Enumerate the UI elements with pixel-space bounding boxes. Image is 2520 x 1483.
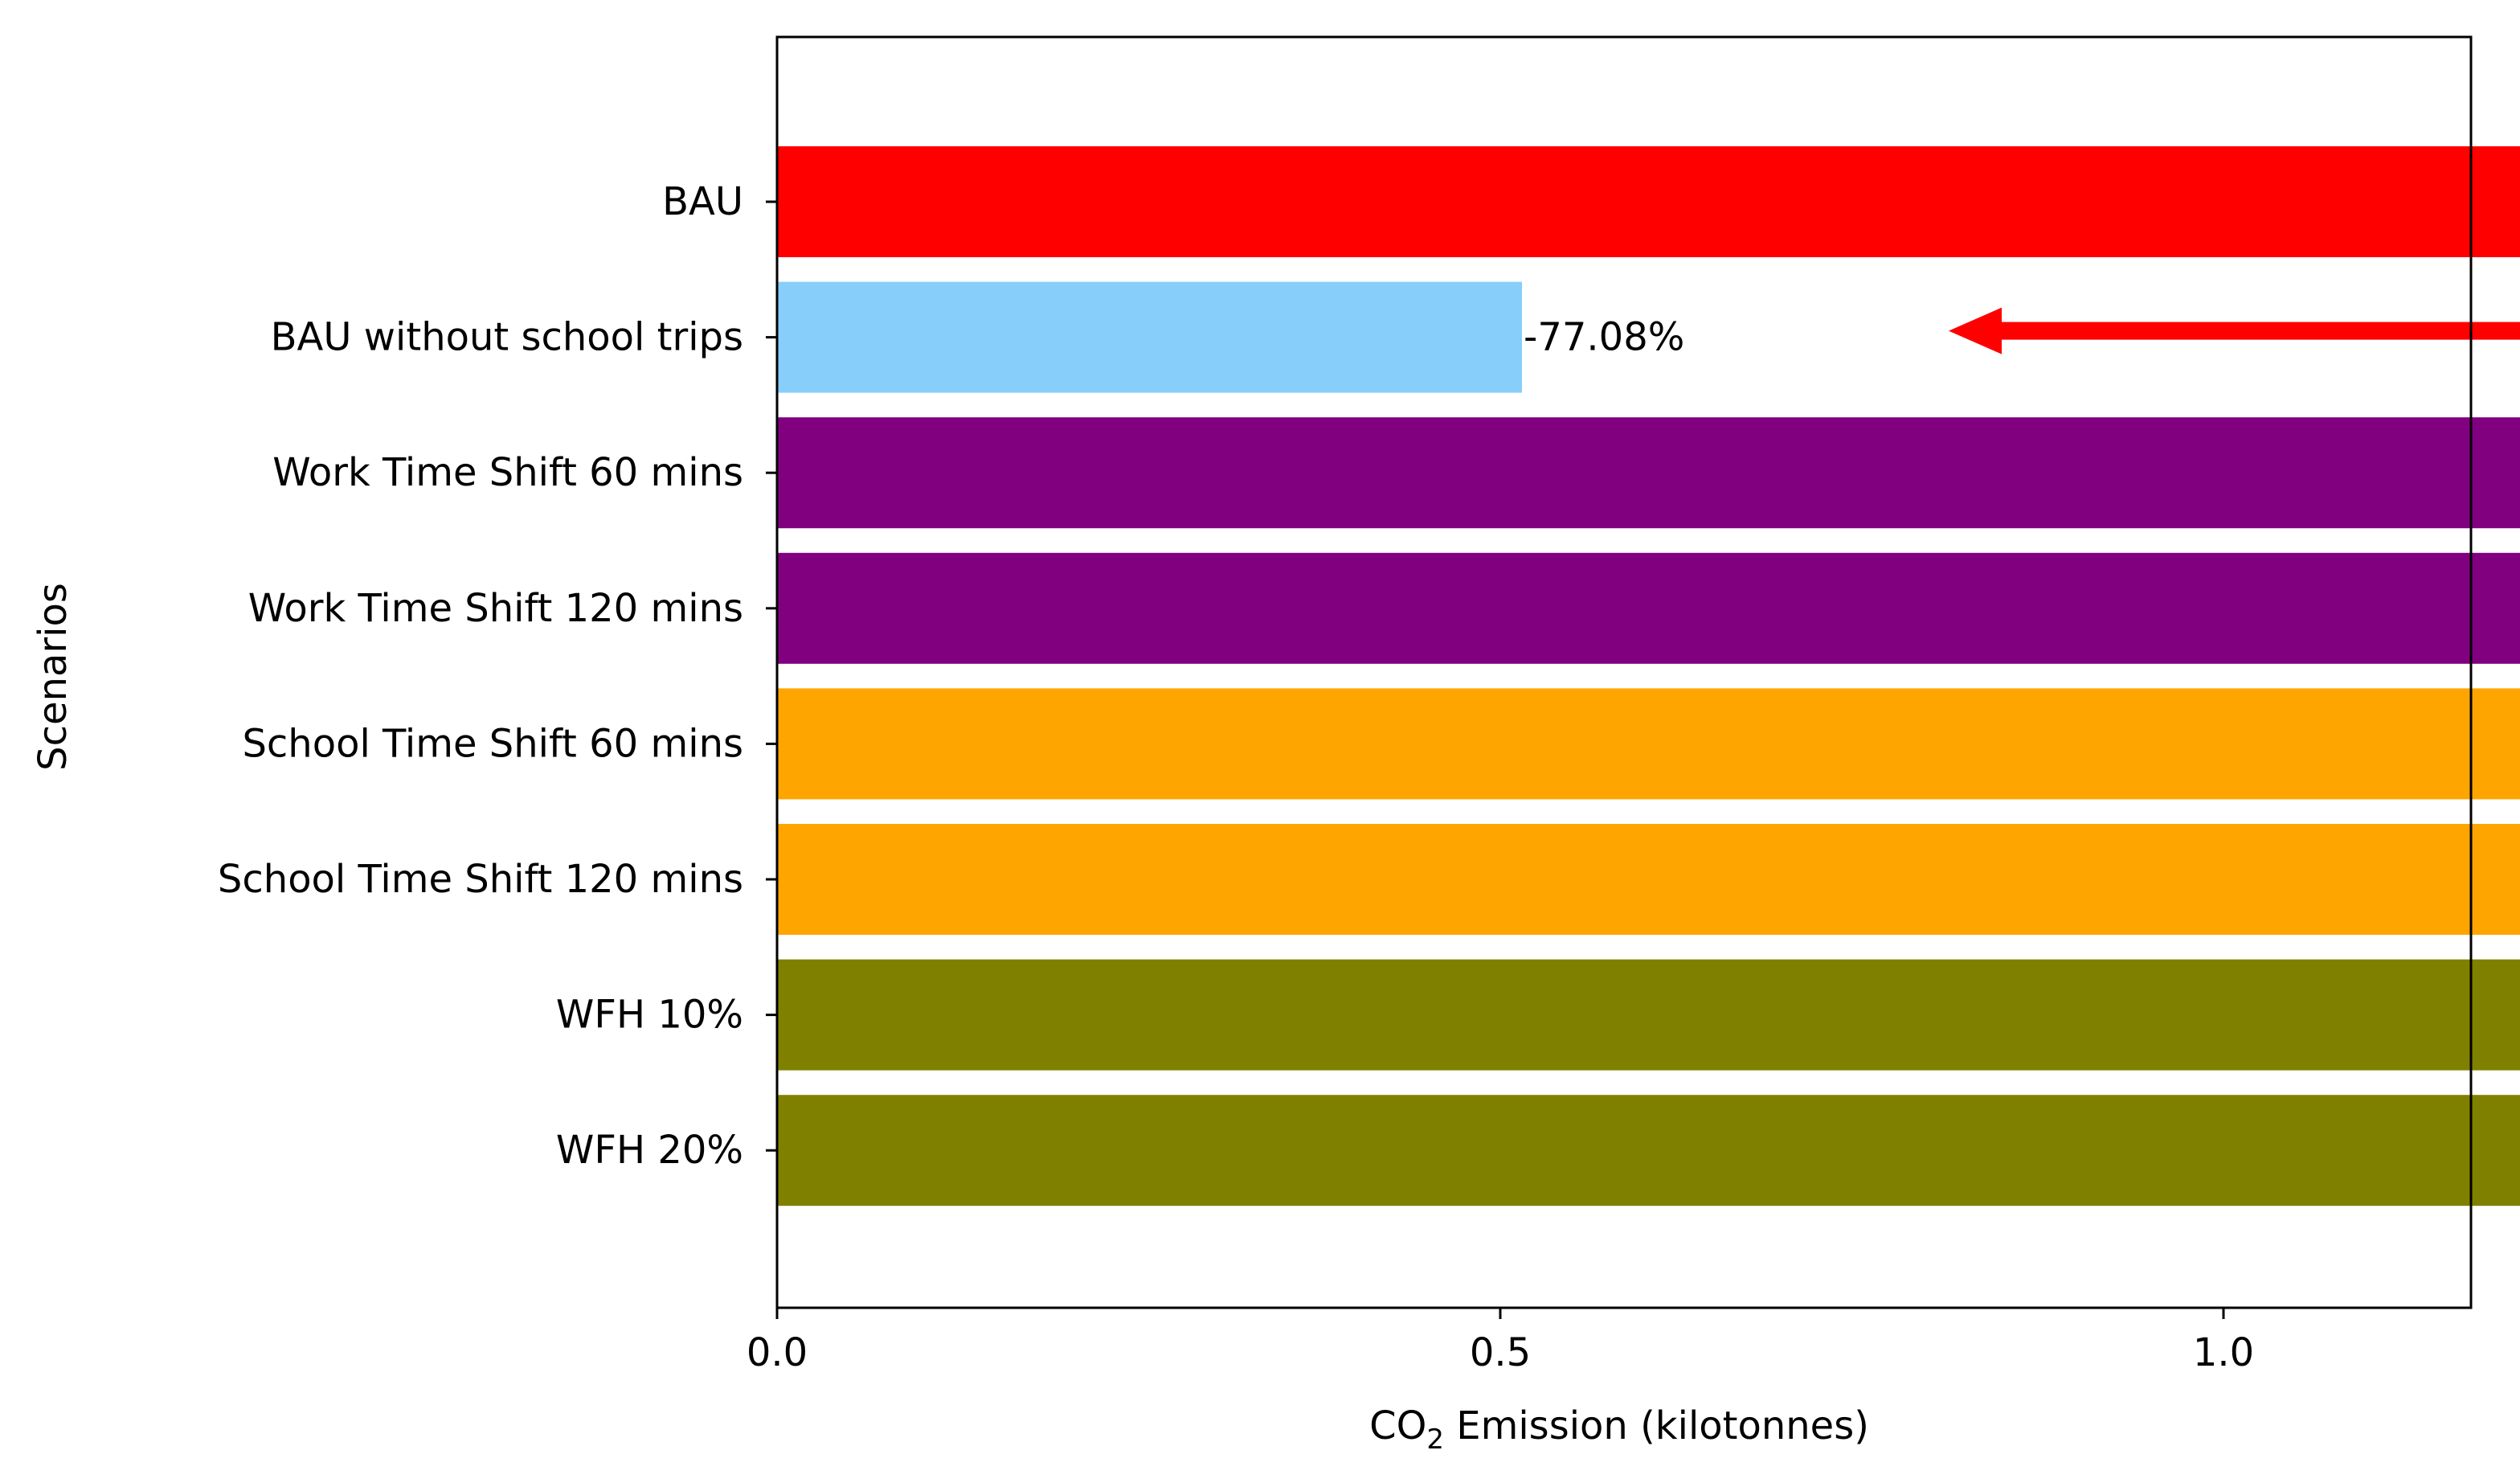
bar: [777, 417, 2520, 529]
y-tick-label: WFH 20%: [556, 1128, 743, 1173]
bar: [777, 1095, 2520, 1206]
x-tick-label: 1.0: [2193, 1330, 2254, 1375]
x-tick-label: 0.5: [1470, 1330, 1531, 1375]
labels-layer: BAU BAU without school trips -77.08% Work T…: [218, 179, 2254, 1375]
arrows-layer: [1949, 307, 2520, 354]
bar: [777, 959, 2520, 1071]
bars-layer: [777, 146, 2520, 1206]
y-tick-label: School Time Shift 60 mins: [242, 721, 743, 766]
arrow-shaft: [2001, 322, 2520, 340]
y-tick-label: Work Time Shift 60 mins: [272, 450, 743, 495]
arrow-head: [1949, 307, 2002, 354]
ticks-layer: [766, 200, 2225, 1319]
bar: [777, 552, 2520, 664]
plot-frame: [775, 35, 2473, 1309]
bar: [777, 146, 2520, 257]
x-axis-title-suffix: Emission (kilotonnes): [1444, 1403, 1869, 1448]
y-tick-label: School Time Shift 120 mins: [218, 857, 743, 902]
x-axis-title: CO2 Emission (kilotonnes): [1369, 1403, 1869, 1456]
y-tick-label: BAU: [662, 179, 743, 224]
y-tick-label: BAU without school trips: [271, 315, 743, 360]
x-axis-title-prefix: CO: [1369, 1403, 1426, 1448]
bar: [777, 824, 2520, 935]
y-tick-label: WFH 10%: [556, 993, 743, 1038]
data-label: -77.08%: [1524, 315, 1684, 360]
bar: [777, 281, 1522, 393]
x-tick-label: 0.0: [747, 1330, 808, 1375]
y-axis-title: Scenarios: [31, 583, 76, 771]
y-tick-label: Work Time Shift 120 mins: [248, 586, 743, 631]
bar: [777, 688, 2520, 800]
x-axis-title-subscript: 2: [1426, 1424, 1444, 1456]
